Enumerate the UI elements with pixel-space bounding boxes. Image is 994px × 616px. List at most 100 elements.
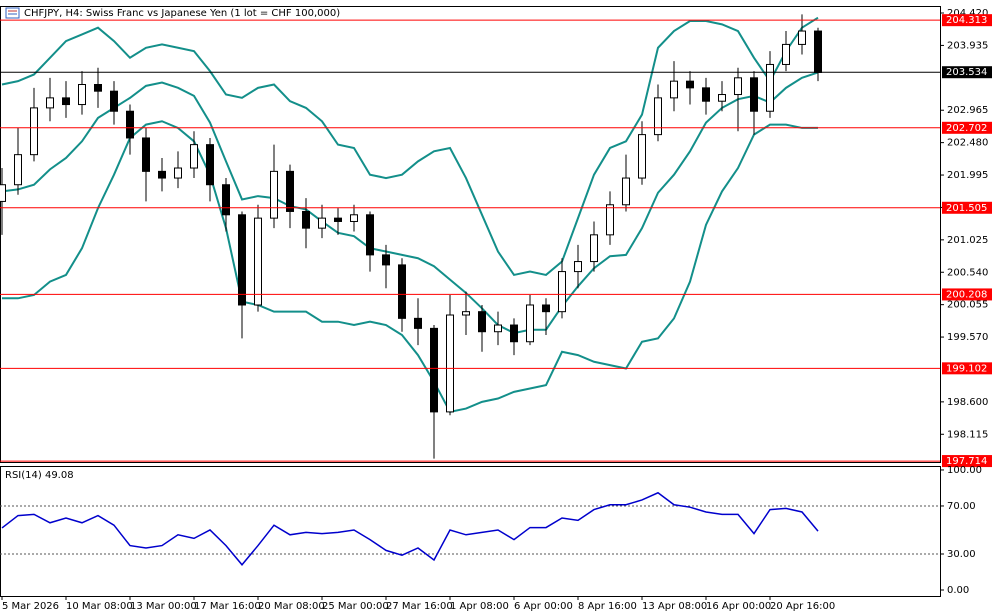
x-tick-label: 25 Mar 00:00 [322, 601, 389, 612]
candle-body [398, 264, 406, 319]
y-tick-label: 198.115 [947, 429, 988, 440]
candle-body [382, 254, 390, 266]
main-panel [0, 6, 941, 463]
candle-body [222, 184, 230, 216]
rsi-panel [0, 466, 941, 597]
candle-body [206, 144, 214, 186]
y-tick-label: 201.025 [947, 235, 988, 246]
x-tick-label: 16 Apr 00:00 [706, 601, 771, 612]
x-tick-label: 13 Mar 00:00 [130, 601, 197, 612]
y-tick-label: 30.00 [947, 549, 976, 560]
candle-body [798, 30, 806, 45]
candle-body [462, 311, 470, 316]
candle-body [782, 43, 790, 65]
y-tick-label: 201.995 [947, 170, 988, 181]
level-label: 199.102 [946, 363, 987, 374]
x-tick-label: 1 Apr 08:00 [450, 601, 509, 612]
bollinger-band [1, 16, 819, 277]
level-label: 197.714 [946, 456, 987, 467]
x-tick-label: 13 Apr 08:00 [642, 601, 707, 612]
candle-body [158, 170, 166, 179]
x-tick-label: 20 Apr 16:00 [770, 601, 835, 612]
level-label-box [942, 455, 992, 468]
candle-body [270, 170, 278, 219]
level-label: 202.702 [946, 123, 987, 134]
x-tick-label: 27 Mar 16:00 [386, 601, 453, 612]
y-tick-label: 203.935 [947, 40, 988, 51]
x-tick-label: 8 Apr 16:00 [578, 601, 637, 612]
level-label: 200.208 [946, 289, 987, 300]
candle-body [702, 87, 710, 102]
candle-body [718, 94, 726, 102]
bollinger-band [1, 71, 819, 335]
level-label-box [942, 362, 992, 375]
rsi-line [1, 491, 819, 566]
candle-body [286, 170, 294, 212]
current-price-label: 203.534 [946, 67, 987, 78]
candle-body [478, 311, 486, 333]
candle-body [734, 77, 742, 96]
level-label: 201.505 [946, 203, 987, 214]
symbol-icon [5, 7, 20, 19]
y-tick-label: 200.540 [947, 267, 988, 278]
candle-body [0, 184, 6, 202]
rsi-title: RSI(14) 49.08 [5, 470, 74, 481]
y-tick-label: 0.00 [947, 585, 969, 596]
current-price-box [942, 66, 992, 79]
candle-body [766, 63, 774, 112]
y-tick-label: 202.480 [947, 138, 988, 149]
candle-body [638, 134, 646, 179]
candle-body [62, 97, 70, 106]
y-tick-label: 204.420 [947, 8, 988, 19]
candle-body [30, 107, 38, 156]
candle-body [510, 324, 518, 343]
candle-body [190, 144, 198, 169]
x-tick-label: 5 Mar 2026 [2, 601, 59, 612]
candle-body [654, 97, 662, 136]
candle-body [670, 80, 678, 99]
y-tick-label: 100.00 [947, 465, 982, 476]
candle-body [414, 317, 422, 329]
y-tick-label: 70.00 [947, 501, 976, 512]
candle-body [350, 214, 358, 222]
candle-body [366, 214, 374, 256]
y-tick-label: 200.055 [947, 300, 988, 311]
candle-body [142, 137, 150, 172]
candle-body [254, 217, 262, 306]
candle-body [14, 154, 22, 186]
candle-body [126, 110, 134, 139]
candle-body [110, 90, 118, 112]
y-tick-label: 198.600 [947, 397, 988, 408]
candle-body [542, 304, 550, 313]
candle-body [318, 217, 326, 229]
candle-body [46, 97, 54, 109]
y-tick-label: 202.965 [947, 105, 988, 116]
candle-body [590, 234, 598, 263]
candle-body [334, 217, 342, 222]
x-tick-label: 20 Mar 08:00 [258, 601, 325, 612]
level-label-box [942, 288, 992, 301]
candle-body [430, 327, 438, 413]
candle-body [814, 30, 822, 73]
candle-body [526, 304, 534, 343]
candle-body [302, 210, 310, 229]
candle-body [574, 261, 582, 273]
x-tick-label: 17 Mar 16:00 [194, 601, 261, 612]
level-label: 204.313 [946, 15, 987, 26]
candle-body [78, 84, 86, 106]
candle-body [174, 167, 182, 179]
candle-body [606, 204, 614, 236]
candle-body [622, 177, 630, 206]
level-label-box [942, 121, 992, 134]
x-tick-label: 10 Mar 08:00 [66, 601, 133, 612]
candle-body [238, 214, 246, 306]
candle-body [558, 271, 566, 313]
candle-body [494, 324, 502, 333]
candle-body [94, 84, 102, 92]
chart-title: CHFJPY, H4: Swiss Franc vs Japanese Yen … [24, 8, 340, 19]
x-tick-label: 6 Apr 00:00 [514, 601, 573, 612]
bollinger-band [2, 120, 818, 414]
candle-body [686, 80, 694, 89]
level-label-box [942, 201, 992, 214]
candle-body [446, 314, 454, 413]
